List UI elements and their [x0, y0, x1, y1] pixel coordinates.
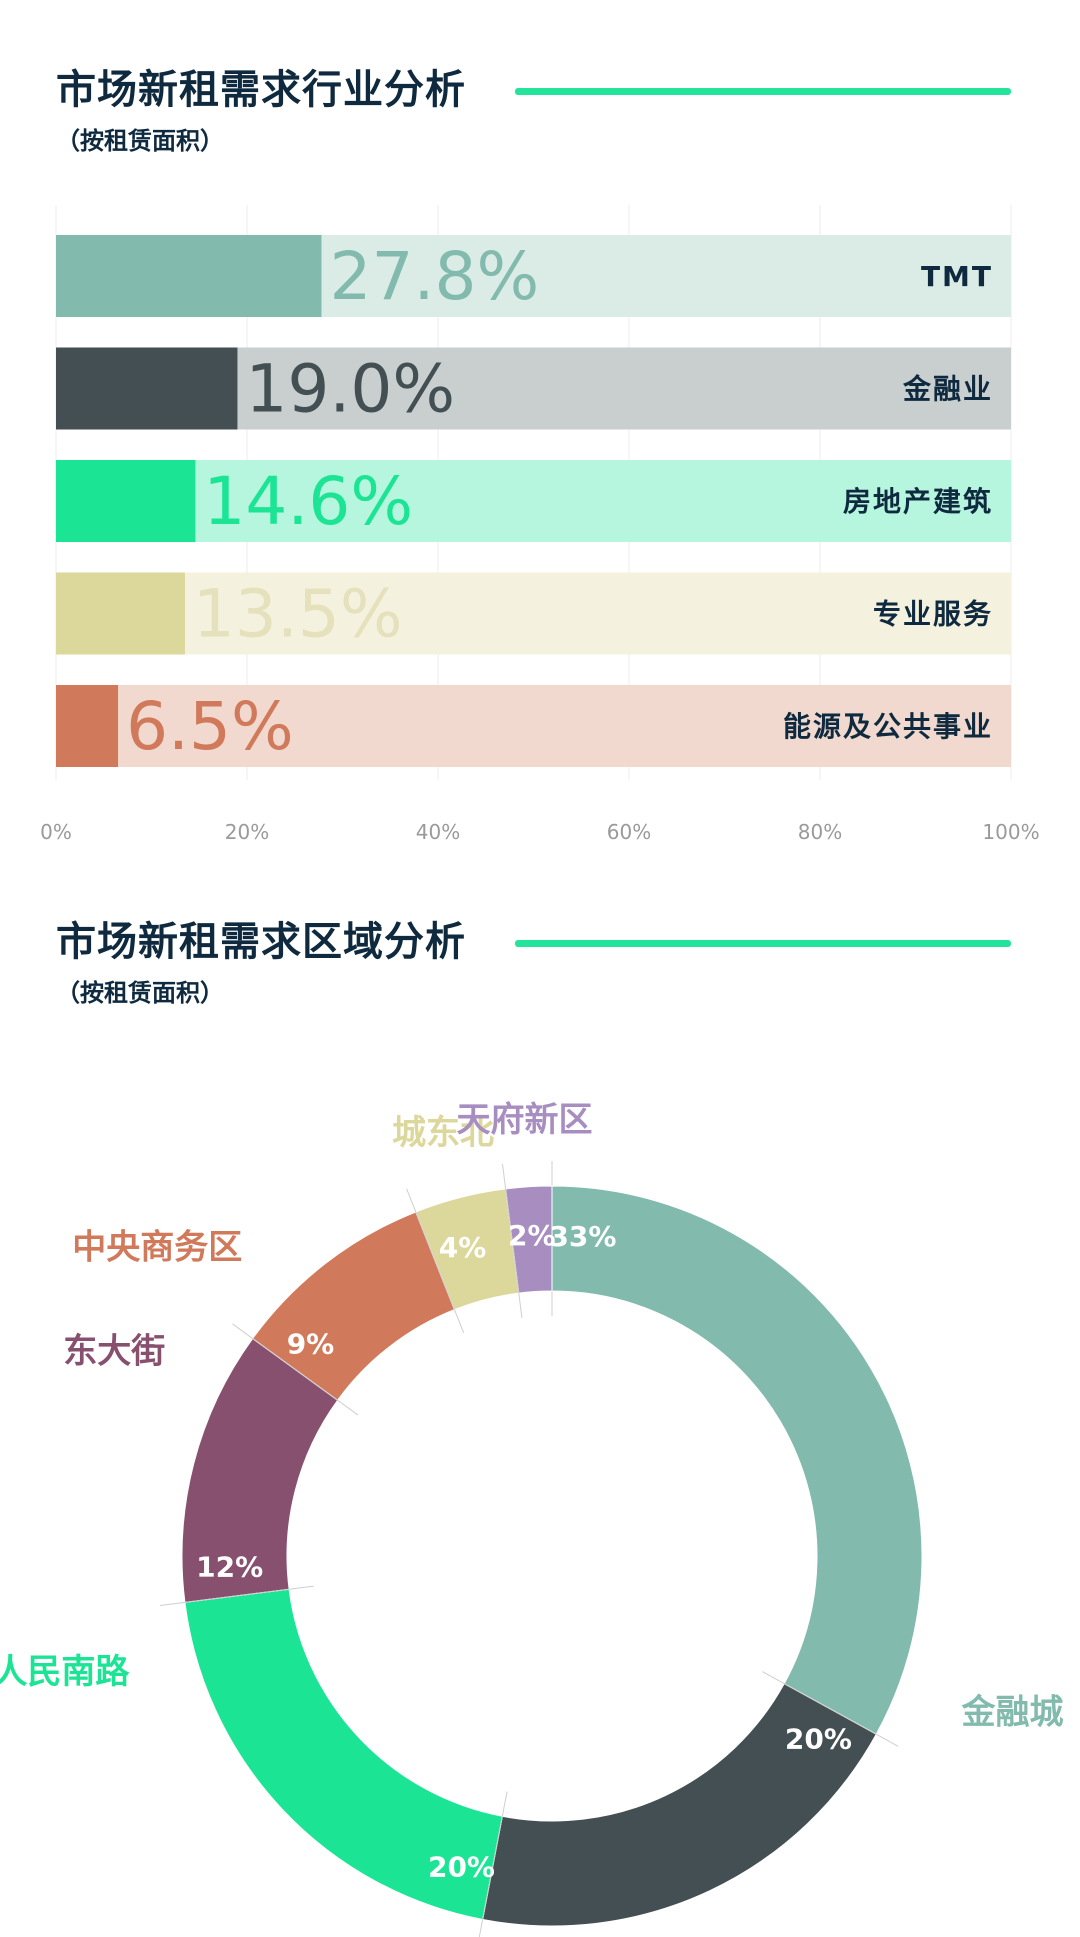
slice-percent-label: 12% — [196, 1551, 263, 1584]
slice-separator — [232, 1323, 359, 1416]
bar-value-label: 27.8% — [329, 238, 539, 315]
donut-slice — [482, 1682, 877, 1927]
bar-category-label: TMT — [921, 260, 993, 293]
slice-category-label: 金融城 — [960, 1693, 1063, 1733]
slice-percent-label: 20% — [428, 1851, 495, 1884]
bar-value-label: 14.6% — [203, 463, 413, 540]
x-tick-label: 80% — [798, 820, 842, 844]
donut-slice — [505, 1185, 553, 1294]
slice-percent-label: 20% — [785, 1723, 852, 1756]
industry-chart-subtitle: （按租赁面积） — [56, 127, 224, 155]
donut-slice — [551, 1185, 923, 1735]
bar-value-label: 6.5% — [126, 688, 294, 765]
district-chart-subtitle: （按租赁面积） — [56, 979, 224, 1007]
slice-category-label: 东大街 — [63, 1331, 165, 1371]
bar — [56, 685, 119, 767]
slice-category-label: 天府新区 — [456, 1100, 592, 1140]
bar-category-label: 房地产建筑 — [843, 485, 993, 518]
slice-category-label: 城东北 — [392, 1113, 494, 1153]
industry-bar-chart: 0% 20% 40% 60% 80% 100% 27.8% TMT 19.0% 金融业 14.6% 房… — [40, 205, 1040, 844]
bar-category-label: 能源及公共事业 — [783, 710, 993, 743]
bar-track — [56, 685, 1011, 767]
x-tick-label: 0% — [40, 820, 72, 844]
district-title-rule — [515, 940, 1011, 947]
bar — [56, 572, 185, 655]
bar-value-label: 13.5% — [193, 576, 403, 653]
bar-category-label: 金融业 — [902, 373, 993, 406]
slice-separator — [501, 1164, 523, 1318]
bar — [56, 347, 238, 430]
industry-title-rule — [515, 88, 1011, 95]
bar-category-label: 专业服务 — [873, 598, 993, 631]
slice-percent-label: 33% — [549, 1220, 616, 1253]
slice-separator — [406, 1188, 465, 1334]
bar-value-label: 19.0% — [245, 351, 455, 428]
slice-separator — [762, 1671, 899, 1747]
x-tick-label: 100% — [982, 820, 1039, 844]
donut-slice — [184, 1588, 503, 1921]
bar — [56, 460, 196, 542]
district-donut-chart: 33%金融城20%大源20%人民南路12%东大街9%中央商务区4%城东北2%天府… — [0, 1100, 1063, 1937]
bar-track — [56, 460, 1011, 542]
bar-track — [56, 572, 1011, 655]
industry-chart-title: 市场新租需求行业分析 — [56, 67, 466, 113]
slice-separator — [160, 1585, 314, 1607]
x-tick-label: 20% — [225, 820, 269, 844]
slice-percent-label: 9% — [287, 1327, 335, 1360]
bar — [56, 235, 322, 317]
slice-category-label: 人民南路 — [0, 1652, 130, 1692]
slice-percent-label: 2% — [508, 1219, 556, 1252]
slice-category-label: 中央商务区 — [72, 1227, 242, 1267]
slice-percent-label: 4% — [439, 1231, 487, 1264]
x-tick-label: 60% — [607, 820, 651, 844]
slice-separator — [478, 1791, 508, 1937]
x-tick-label: 40% — [416, 820, 460, 844]
district-chart-title: 市场新租需求区域分析 — [56, 919, 466, 965]
